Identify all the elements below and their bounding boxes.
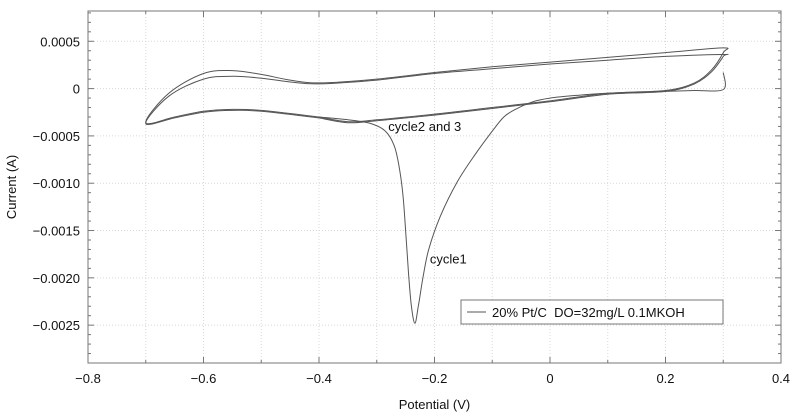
- legend: 20% Pt/C DO=32mg/L 0.1MKOH: [460, 299, 724, 325]
- y-tick-label: 0.0005: [40, 34, 80, 49]
- series-line-cycle3: [145, 53, 729, 125]
- legend-box: [460, 299, 724, 325]
- x-axis-label: Potential (V): [399, 397, 471, 412]
- series-line-cycle2: [145, 47, 729, 125]
- annotation-0: cycle2 and 3: [388, 119, 461, 134]
- y-tick-label: −0.0025: [33, 318, 80, 333]
- x-tick-label: 0: [546, 371, 553, 386]
- x-tick-label: −0.4: [306, 371, 332, 386]
- y-tick-label: −0.0005: [33, 129, 80, 144]
- x-tick-label: 0.4: [772, 371, 790, 386]
- annotations: cycle2 and 3 cycle1: [388, 119, 466, 266]
- x-tick-label: −0.2: [422, 371, 448, 386]
- legend-entry: 20% Pt/C DO=32mg/L 0.1MKOH: [492, 305, 685, 320]
- series-group: [145, 47, 729, 324]
- x-tick-labels: −0.8 −0.6 −0.4 −0.2 0 0.2 0.4: [75, 371, 790, 386]
- x-tick-label: −0.6: [191, 371, 217, 386]
- y-tick-label: 0: [73, 82, 80, 97]
- y-tick-labels: 0.0005 0 −0.0005 −0.0010 −0.0015 −0.0020 −0.00…: [33, 34, 80, 333]
- y-axis-label: Current (A): [4, 155, 19, 219]
- x-tick-label: −0.8: [75, 371, 101, 386]
- y-tick-label: −0.0010: [33, 176, 80, 191]
- axis-ticks: [87, 11, 782, 363]
- series-line-cycle1: [318, 72, 726, 324]
- y-tick-label: −0.0015: [33, 224, 80, 239]
- y-tick-label: −0.0020: [33, 271, 80, 286]
- annotation-1: cycle1: [430, 252, 467, 267]
- x-tick-label: 0.2: [656, 371, 674, 386]
